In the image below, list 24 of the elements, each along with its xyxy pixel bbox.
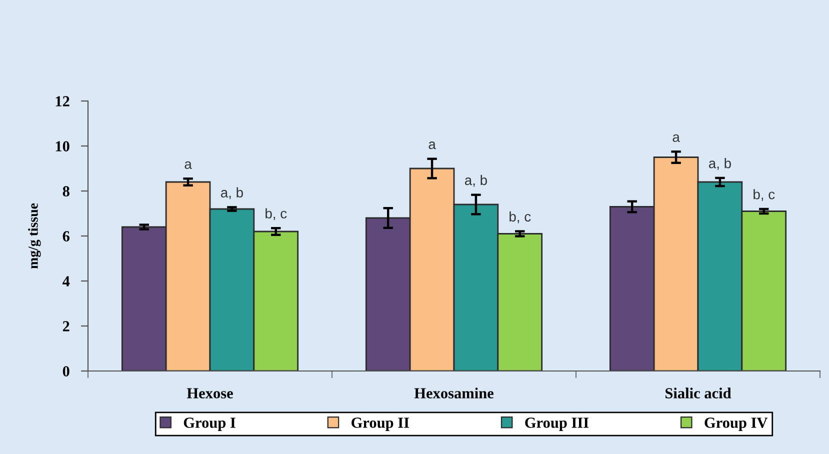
data-label: b, c — [510, 211, 531, 224]
y-tick-label: 0 — [62, 366, 70, 376]
x-tick-label: Sialic acid — [666, 388, 732, 398]
x-tick-label: Hexosamine — [414, 388, 494, 398]
data-label: a — [184, 161, 192, 169]
legend-label: Group II — [352, 418, 410, 431]
data-label: a — [428, 142, 436, 150]
legend-label: Group III — [525, 418, 589, 431]
data-label: a, b — [708, 158, 731, 170]
x-tick-label: Hexose — [186, 388, 233, 398]
legend-label: Group IV — [704, 418, 768, 431]
data-label: b, c — [266, 208, 287, 220]
y-tick-label: 6 — [62, 231, 70, 242]
data-label: b, c — [754, 189, 775, 201]
data-label: a, b — [220, 187, 243, 200]
y-axis-title: mg/g tissue — [28, 203, 41, 269]
y-tick-label: 8 — [62, 186, 70, 196]
legend-label: Group I — [184, 418, 236, 431]
y-tick-label: 2 — [62, 321, 70, 332]
data-label: a, b — [464, 174, 487, 187]
data-label: a — [672, 134, 680, 142]
y-tick-label: 4 — [62, 276, 70, 286]
y-tick-label: 12 — [56, 96, 70, 106]
y-tick-label: 10 — [56, 141, 70, 152]
